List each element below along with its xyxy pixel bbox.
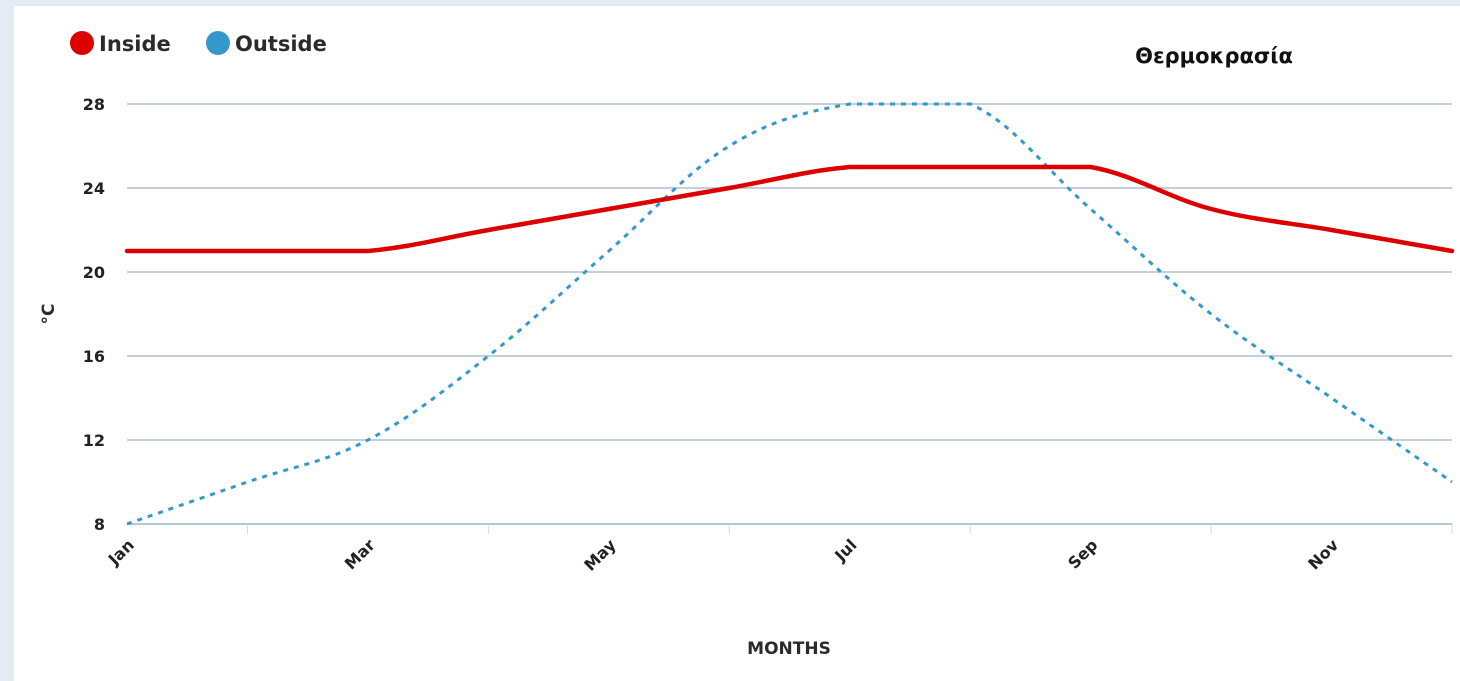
y-tick-label: 16 (83, 347, 105, 366)
grid-lines (127, 103, 1452, 441)
x-axis-title: MONTHS (747, 639, 831, 659)
x-tick-label: Sep (1064, 535, 1101, 572)
chart-panel (14, 6, 1460, 681)
y-axis-title: °C (39, 304, 59, 325)
series-line-inside (124, 164, 1455, 254)
x-tick-label: Mar (341, 535, 379, 573)
legend-label-outside: Outside (235, 32, 327, 56)
x-tick-labels: Jan Mar May Jul Sep Nov (104, 535, 1343, 575)
x-tick-label: Jul (830, 535, 860, 565)
legend-marker-outside (206, 31, 230, 55)
series-lines (124, 102, 1455, 526)
y-tick-label: 28 (83, 95, 105, 114)
x-tick-label: Nov (1304, 535, 1342, 573)
y-tick-labels: 8 12 16 20 24 28 (83, 95, 105, 534)
y-tick-label: 8 (94, 515, 105, 534)
y-tick-label: 12 (83, 431, 105, 450)
x-tick-label: May (580, 535, 620, 575)
y-tick-label: 24 (83, 179, 105, 198)
legend-marker-inside (70, 31, 94, 55)
x-tick-label: Jan (104, 535, 138, 569)
legend: Inside Outside (70, 31, 327, 56)
series-line-outside (126, 102, 1453, 526)
y-tick-label: 20 (83, 263, 105, 282)
chart-title: Θερμοκρασία (1135, 44, 1293, 68)
x-axis (127, 523, 1453, 534)
legend-label-inside: Inside (99, 32, 171, 56)
